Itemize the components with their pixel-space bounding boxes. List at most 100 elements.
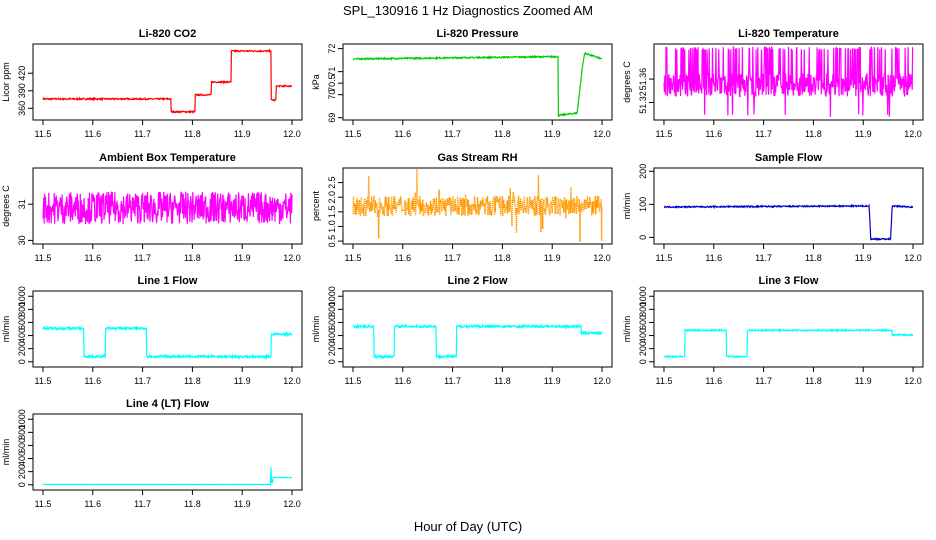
y-axis-label: Licor ppm bbox=[1, 62, 11, 102]
x-tick-label: 11.9 bbox=[234, 499, 251, 509]
y-tick-label: 200 bbox=[17, 464, 27, 479]
x-tick-label: 12.0 bbox=[283, 499, 301, 509]
x-tick-label: 11.5 bbox=[35, 253, 52, 263]
x-tick-label: 11.8 bbox=[494, 253, 511, 263]
plot-frame bbox=[342, 290, 613, 368]
chart-panel-4: Ambient Box Temperature 11.5 11.6 11.7 11.8 1… bbox=[1, 152, 303, 263]
chart-panel-7: Line 1 Flow 11.5 11.6 11.7 11.8 11.9 12.0 0 2004… bbox=[1, 275, 303, 386]
y-axis-label: ml/min bbox=[622, 316, 632, 343]
y-axis-label: percent bbox=[311, 190, 321, 221]
y-tick-label: 2.0 bbox=[327, 191, 337, 204]
y-tick-label: 30 bbox=[17, 235, 27, 245]
x-tick-label: 11.6 bbox=[84, 376, 101, 386]
y-tick-label: 1.5 bbox=[327, 206, 337, 219]
y-tick-label: 70 bbox=[327, 90, 337, 100]
x-tick-label: 12.0 bbox=[904, 376, 922, 386]
series-line bbox=[663, 45, 914, 117]
chart-panel-1: Li-820 CO2 11.5 11.6 11.7 11.8 11.9 12.0 360 390… bbox=[1, 28, 303, 139]
y-tick-label: 600 bbox=[17, 315, 27, 330]
x-tick-label: 11.6 bbox=[394, 253, 411, 263]
y-tick-label: 390 bbox=[17, 83, 27, 98]
y-tick-label: 400 bbox=[638, 328, 648, 343]
x-tick-label: 11.9 bbox=[855, 129, 872, 139]
x-tick-label: 11.9 bbox=[544, 129, 561, 139]
x-tick-label: 11.5 bbox=[656, 376, 673, 386]
y-tick-label: 100 bbox=[638, 197, 648, 212]
x-tick-label: 11.8 bbox=[494, 376, 511, 386]
x-tick-label: 11.8 bbox=[805, 253, 822, 263]
x-tick-label: 12.0 bbox=[283, 129, 301, 139]
plot-frame bbox=[653, 167, 924, 245]
series-line bbox=[352, 322, 603, 360]
x-tick-label: 11.5 bbox=[35, 129, 52, 139]
chart-title: Gas Stream RH bbox=[437, 152, 517, 164]
y-axis-label: kPa bbox=[311, 74, 321, 90]
y-tick-label: 400 bbox=[327, 328, 337, 343]
panels: Li-820 CO2 11.5 11.6 11.7 11.8 11.9 12.0 360 390… bbox=[1, 28, 924, 509]
x-tick-label: 11.8 bbox=[184, 129, 201, 139]
y-tick-label: 200 bbox=[638, 341, 648, 356]
chart-panel-3: Li-820 Temperature 11.5 11.6 11.7 11.8 11.9 12… bbox=[622, 28, 924, 139]
y-axis-label: ml/min bbox=[311, 316, 321, 343]
y-tick-label: 31 bbox=[17, 199, 27, 209]
series-line bbox=[43, 467, 293, 486]
y-tick-label: 0 bbox=[327, 359, 337, 364]
x-tick-label: 11.8 bbox=[805, 129, 822, 139]
x-tick-label: 11.9 bbox=[544, 253, 561, 263]
x-tick-label: 11.6 bbox=[705, 129, 722, 139]
y-tick-label: 600 bbox=[17, 438, 27, 453]
y-tick-label: 1000 bbox=[17, 409, 27, 429]
x-tick-label: 11.6 bbox=[705, 253, 722, 263]
chart-panel-2: Li-820 Pressure 11.5 11.6 11.7 11.8 11.9 12.0 6… bbox=[311, 28, 613, 139]
y-tick-label: 360 bbox=[17, 101, 27, 116]
plot-frame bbox=[32, 167, 303, 245]
x-tick-label: 11.8 bbox=[184, 499, 201, 509]
x-tick-label: 11.5 bbox=[656, 129, 673, 139]
plot-frame bbox=[653, 290, 924, 368]
y-tick-label: 800 bbox=[17, 425, 27, 440]
y-tick-label: 1000 bbox=[17, 286, 27, 306]
y-tick-label: 0 bbox=[638, 235, 648, 240]
y-tick-label: 51.32 bbox=[638, 91, 648, 114]
y-tick-label: 400 bbox=[17, 328, 27, 343]
x-tick-label: 11.7 bbox=[755, 253, 772, 263]
plot-frame bbox=[653, 43, 924, 121]
x-tick-label: 11.7 bbox=[134, 499, 151, 509]
y-axis-label: degrees C bbox=[622, 61, 632, 103]
x-tick-label: 11.6 bbox=[84, 129, 101, 139]
x-tick-label: 11.5 bbox=[345, 376, 362, 386]
figure-xlabel: Hour of Day (UTC) bbox=[414, 519, 522, 534]
chart-title: Line 3 Flow bbox=[759, 275, 819, 287]
chart-panel-9: Line 3 Flow 11.5 11.6 11.7 11.8 11.9 12.0 0 2004… bbox=[622, 275, 924, 386]
chart-panel-5: Gas Stream RH 11.5 11.6 11.7 11.8 11.9 12.0 0.5… bbox=[311, 152, 613, 263]
plot-frame bbox=[32, 43, 303, 121]
y-tick-label: 1000 bbox=[638, 286, 648, 306]
x-tick-label: 11.9 bbox=[234, 129, 251, 139]
x-tick-label: 12.0 bbox=[283, 376, 301, 386]
y-tick-label: 71 bbox=[327, 67, 337, 77]
y-tick-label: 0 bbox=[17, 482, 27, 487]
x-tick-label: 11.8 bbox=[494, 129, 511, 139]
y-tick-label: 400 bbox=[17, 451, 27, 466]
x-tick-label: 12.0 bbox=[593, 376, 611, 386]
y-axis-label: ml/min bbox=[622, 193, 632, 220]
plot-frame bbox=[32, 290, 303, 368]
series-line bbox=[352, 51, 603, 118]
y-tick-label: 800 bbox=[327, 302, 337, 317]
chart-title: Li-820 Pressure bbox=[437, 28, 519, 40]
x-tick-label: 12.0 bbox=[283, 253, 301, 263]
y-tick-label: 420 bbox=[17, 66, 27, 81]
y-tick-label: 1000 bbox=[327, 286, 337, 306]
y-tick-label: 70.5 bbox=[327, 74, 337, 92]
series-line bbox=[42, 325, 293, 360]
y-tick-label: 600 bbox=[638, 315, 648, 330]
chart-title: Line 4 (LT) Flow bbox=[126, 398, 209, 410]
series-line bbox=[352, 169, 603, 243]
figure-title: SPL_130916 1 Hz Diagnostics Zoomed AM bbox=[343, 3, 593, 18]
x-tick-label: 11.5 bbox=[656, 253, 673, 263]
x-tick-label: 11.7 bbox=[755, 129, 772, 139]
chart-title: Li-820 Temperature bbox=[738, 28, 839, 40]
series-line bbox=[663, 327, 914, 359]
x-tick-label: 11.9 bbox=[234, 376, 251, 386]
